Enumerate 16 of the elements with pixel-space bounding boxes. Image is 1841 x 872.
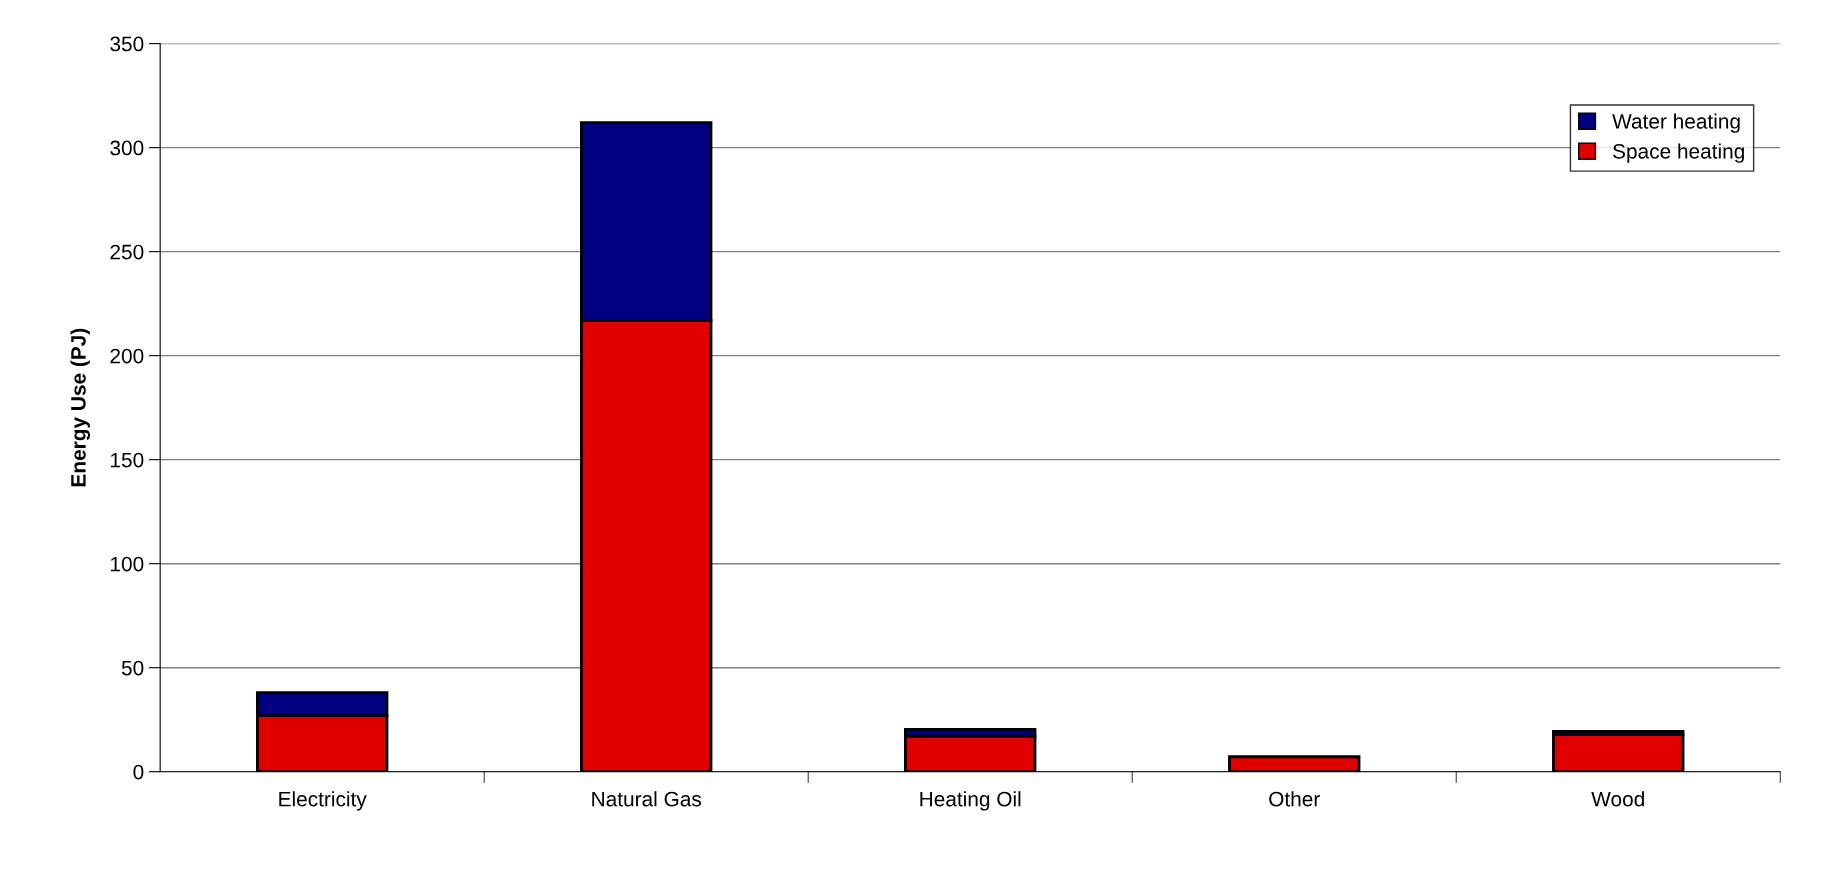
y-tick-label: 50 bbox=[121, 660, 144, 676]
y-tick-label: 0 bbox=[133, 764, 144, 780]
x-tick-label: Heating Oil bbox=[920, 791, 1021, 811]
x-tick-label: Wood bbox=[1591, 791, 1644, 807]
x-tick-label: Electricity bbox=[279, 791, 367, 811]
y-tick-label: 200 bbox=[110, 348, 144, 364]
y-tick-label: 300 bbox=[110, 140, 144, 156]
y-axis-title: Energy Use (PJ) bbox=[70, 328, 90, 487]
y-tick-label: 350 bbox=[110, 36, 144, 52]
legend-label: Water heating bbox=[1612, 113, 1740, 133]
x-tick-label: Natural Gas bbox=[592, 791, 702, 807]
legend-label: Space heating bbox=[1613, 143, 1744, 163]
x-tick-label: Other bbox=[1269, 791, 1320, 807]
y-tick-label: 250 bbox=[110, 244, 144, 260]
y-tick-label: 150 bbox=[111, 452, 144, 468]
y-tick-label: 100 bbox=[111, 556, 144, 572]
